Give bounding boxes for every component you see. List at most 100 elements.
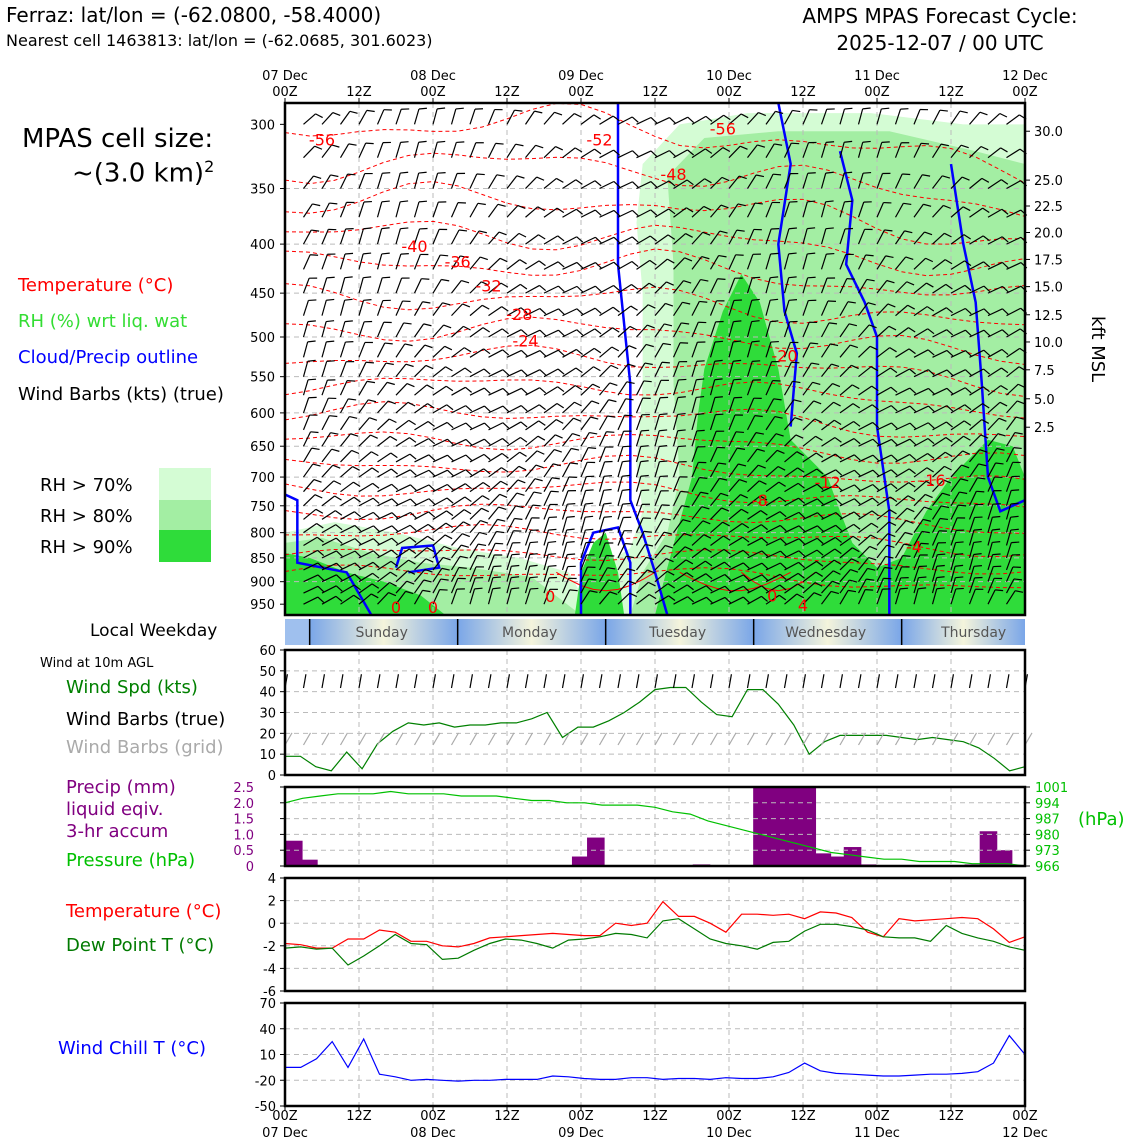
temperature-label: -8 (752, 491, 768, 510)
cycle-title: AMPS MPAS Forecast Cycle: (802, 4, 1078, 28)
temp-panel-frame (283, 876, 1027, 993)
height-tick-label: 20.0 (1034, 226, 1063, 241)
pressure-tick-label: 450 (250, 287, 275, 302)
nearest-cell-info: Nearest cell 1463813: lat/lon = (-62.068… (6, 31, 433, 50)
precip-bar (571, 856, 590, 866)
pressure-tick-label: 994 (1035, 797, 1060, 812)
wind-spd-label: Wind Spd (kts) (66, 677, 198, 698)
rh90-swatch (159, 530, 211, 562)
dew-label: Dew Point T (°C) (66, 935, 215, 956)
time-label-hour: 12Z (346, 85, 372, 100)
temperature-contour (284, 316, 1026, 365)
temperature-label: -48 (660, 165, 686, 184)
time-label-hour-bottom: 00Z (568, 1109, 594, 1124)
y-tick-label: 40 (259, 1023, 276, 1038)
precip-bar (783, 787, 801, 866)
temperature-label: 0 (767, 586, 777, 605)
precip-tick-label: 0.5 (233, 844, 254, 859)
pressure-tick-label: 500 (250, 331, 275, 346)
temperature-label: -12 (815, 473, 841, 492)
weekday-label: Sunday (355, 625, 407, 641)
temperature-label: -28 (506, 305, 532, 324)
cell-size-title: MPAS cell size: (22, 124, 214, 154)
rh80-label: RH > 80% (40, 506, 133, 527)
pressure-tick-label: 650 (250, 440, 275, 455)
pressure-tick-label: 400 (250, 238, 275, 253)
height-tick-label: 15.0 (1034, 281, 1063, 296)
temperature-label: -16 (919, 471, 945, 490)
temperature-contour (284, 152, 1026, 217)
time-label-hour: 00Z (420, 85, 446, 100)
precip-bar (813, 853, 832, 866)
pressure-tick-label: 550 (250, 371, 275, 386)
time-label-day-bottom: 07 Dec (262, 1126, 308, 1140)
time-label-hour-bottom: 00Z (272, 1109, 298, 1124)
weekday-label: Tuesday (648, 625, 706, 641)
temperature-label: -32 (475, 277, 501, 296)
wind-barbs-upper (302, 107, 1028, 605)
height-tick-label: 2.5 (1034, 421, 1055, 436)
wind-panel-frame (283, 648, 1027, 777)
rh-region (655, 274, 1025, 615)
temperature-label: -56 (710, 119, 736, 138)
time-label-hour-bottom: 00Z (1012, 1109, 1038, 1124)
time-label-day: 10 Dec (706, 69, 752, 84)
precip-label-2: liquid eqiv. (66, 799, 164, 820)
pressure-tick-label: 750 (250, 500, 275, 515)
height-tick-label: 10.0 (1034, 336, 1063, 351)
cell-size-exponent: 2 (204, 157, 215, 176)
temperature-label: -24 (512, 331, 538, 350)
precip-label-3: 3-hr accum (66, 821, 169, 842)
time-label-day: 09 Dec (558, 69, 604, 84)
temperature-contour-solid (740, 571, 816, 592)
cycle-time: 2025-12-07 / 00 UTC (836, 31, 1044, 55)
temperature-label: -20 (771, 347, 797, 366)
legend-barbs: Wind Barbs (kts) (true) (18, 384, 224, 405)
temperature-label: -56 (309, 130, 335, 149)
precip-bar (753, 787, 771, 866)
weekday-segment (901, 619, 1025, 645)
temperature-contour (284, 181, 1026, 245)
precip-tick-label: 1.0 (233, 828, 254, 843)
time-label-hour: 12Z (642, 85, 668, 100)
pressure-tick-label: 300 (250, 118, 275, 133)
time-label-hour-bottom: 12Z (642, 1109, 668, 1124)
wind-barbs-grid-label: Wind Barbs (grid) (66, 737, 224, 758)
y-tick-label: -2 (263, 940, 276, 955)
y-tick-label: 30 (259, 707, 276, 722)
precip-bar (798, 787, 817, 866)
precip-tick-label: 1.5 (233, 813, 254, 828)
rh70-label: RH > 70% (40, 475, 133, 496)
time-label-hour-bottom: 00Z (716, 1109, 742, 1124)
y-tick-label: 20 (259, 727, 276, 742)
temperature-label: -52 (586, 130, 612, 149)
y-tick-label: -4 (263, 962, 276, 977)
time-label-hour: 00Z (716, 85, 742, 100)
precip-label-1: Precip (mm) (66, 777, 176, 798)
y-tick-label: 0 (268, 769, 276, 784)
temperature-contour (284, 431, 1026, 464)
pressure-tick-label: 980 (1035, 828, 1060, 843)
time-label-hour: 12Z (938, 85, 964, 100)
height-tick-label: 7.5 (1034, 364, 1055, 379)
pressure-label: Pressure (hPa) (66, 850, 196, 871)
pressure-tick-label: 350 (250, 183, 275, 198)
pressure-tick-label: 973 (1035, 844, 1060, 859)
weekday-label: Wednesday (785, 625, 866, 641)
temp-label: Temperature (°C) (66, 901, 222, 922)
pressure-tick-label: 600 (250, 407, 275, 422)
cloud-outline (838, 150, 891, 615)
time-label-day-bottom: 09 Dec (558, 1126, 604, 1140)
pressure-tick-label: 966 (1035, 860, 1060, 875)
precip-bar (587, 837, 605, 866)
time-label-hour: 00Z (272, 85, 298, 100)
time-label-day: 07 Dec (262, 69, 308, 84)
temperature-contour-solid (556, 571, 656, 592)
wind10-title: Wind at 10m AGL (40, 656, 154, 671)
temperature-contour (284, 523, 1026, 558)
height-tick-label: 25.0 (1034, 174, 1063, 189)
time-label-hour-bottom: 12Z (346, 1109, 372, 1124)
wind-chill-line (285, 1034, 1026, 1082)
time-label-hour: 00Z (1012, 85, 1038, 100)
